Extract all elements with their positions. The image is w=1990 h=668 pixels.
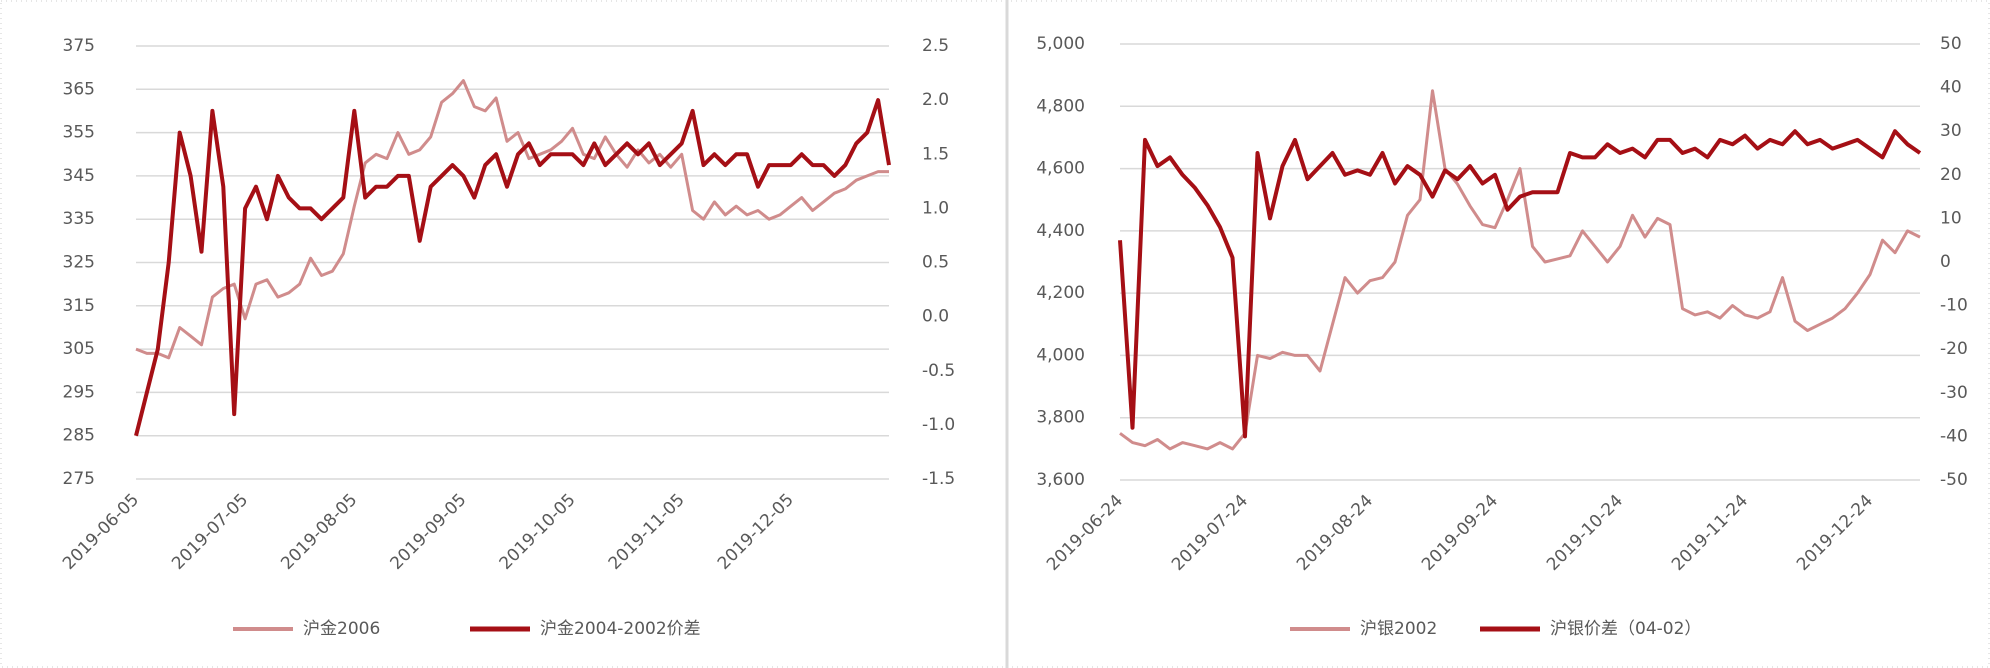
x-tick-label: 2019-11-24 bbox=[1668, 491, 1752, 575]
y2-tick-label: 50 bbox=[1940, 34, 1962, 54]
y-tick-label: 4,800 bbox=[1036, 96, 1085, 116]
y-tick-label: 3,600 bbox=[1036, 470, 1085, 490]
y-tick-label: 4,400 bbox=[1036, 221, 1085, 241]
y2-tick-label: 0.0 bbox=[922, 307, 949, 327]
x-tick-label: 2019-12-24 bbox=[1793, 491, 1877, 575]
y-tick-label: 285 bbox=[63, 426, 95, 446]
y2-tick-label: -1.0 bbox=[922, 415, 955, 435]
y-tick-label: 305 bbox=[63, 339, 95, 359]
y-tick-label: 365 bbox=[63, 79, 95, 99]
y2-tick-label: -10 bbox=[1940, 296, 1968, 316]
y-tick-label: 325 bbox=[63, 253, 95, 273]
x-tick-label: 2019-10-24 bbox=[1543, 491, 1627, 575]
series-line bbox=[1119, 89, 1921, 451]
y2-tick-label: 20 bbox=[1940, 165, 1962, 185]
y2-tick-label: 30 bbox=[1940, 121, 1962, 141]
legend-label: 沪银2002 bbox=[1360, 619, 1437, 639]
x-tick-label: 2019-08-24 bbox=[1293, 491, 1377, 575]
legend-label: 沪金2004-2002价差 bbox=[540, 619, 701, 639]
y2-tick-label: -40 bbox=[1940, 426, 1968, 446]
y2-tick-label: 1.5 bbox=[922, 144, 949, 164]
y-tick-label: 5,000 bbox=[1036, 34, 1085, 54]
x-tick-label: 2019-09-24 bbox=[1418, 491, 1502, 575]
x-tick-label: 2019-07-24 bbox=[1168, 491, 1252, 575]
legend-label: 沪银价差（04-02） bbox=[1550, 619, 1701, 639]
y-tick-label: 335 bbox=[63, 209, 95, 229]
y-tick-label: 355 bbox=[63, 123, 95, 143]
y2-tick-label: -50 bbox=[1940, 470, 1968, 490]
y2-tick-label: 1.0 bbox=[922, 198, 949, 218]
y2-tick-label: 10 bbox=[1940, 208, 1962, 228]
y2-tick-label: 0 bbox=[1940, 252, 1951, 272]
y-tick-label: 4,600 bbox=[1036, 159, 1085, 179]
x-tick-label: 2019-06-24 bbox=[1043, 491, 1127, 575]
y2-tick-label: 2.0 bbox=[922, 90, 949, 110]
x-tick-label: 2019-08-05 bbox=[277, 490, 361, 574]
y2-tick-label: -1.5 bbox=[922, 469, 955, 489]
y-tick-label: 345 bbox=[63, 166, 95, 186]
y-tick-label: 275 bbox=[63, 469, 95, 489]
series-line bbox=[1118, 129, 1922, 439]
series-line bbox=[134, 98, 891, 437]
x-tick-label: 2019-11-05 bbox=[605, 490, 689, 574]
y-tick-label: 3,800 bbox=[1036, 408, 1085, 428]
y2-tick-label: -20 bbox=[1940, 339, 1968, 359]
y-tick-label: 4,200 bbox=[1036, 283, 1085, 303]
x-tick-label: 2019-07-05 bbox=[168, 490, 252, 574]
x-tick-label: 2019-06-05 bbox=[59, 490, 143, 574]
y-tick-label: 4,000 bbox=[1036, 345, 1085, 365]
y-tick-label: 295 bbox=[63, 382, 95, 402]
x-tick-label: 2019-12-05 bbox=[714, 490, 798, 574]
y2-tick-label: 2.5 bbox=[922, 36, 949, 56]
x-tick-label: 2019-10-05 bbox=[496, 490, 580, 574]
y2-tick-label: 0.5 bbox=[922, 253, 949, 273]
y2-tick-label: 40 bbox=[1940, 78, 1962, 98]
y2-tick-label: -30 bbox=[1940, 383, 1968, 403]
x-tick-label: 2019-09-05 bbox=[386, 490, 470, 574]
y-tick-label: 315 bbox=[63, 296, 95, 316]
legend-label: 沪金2006 bbox=[303, 619, 380, 639]
y2-tick-label: -0.5 bbox=[922, 361, 955, 381]
y-tick-label: 375 bbox=[63, 36, 95, 56]
series-line bbox=[135, 79, 889, 360]
